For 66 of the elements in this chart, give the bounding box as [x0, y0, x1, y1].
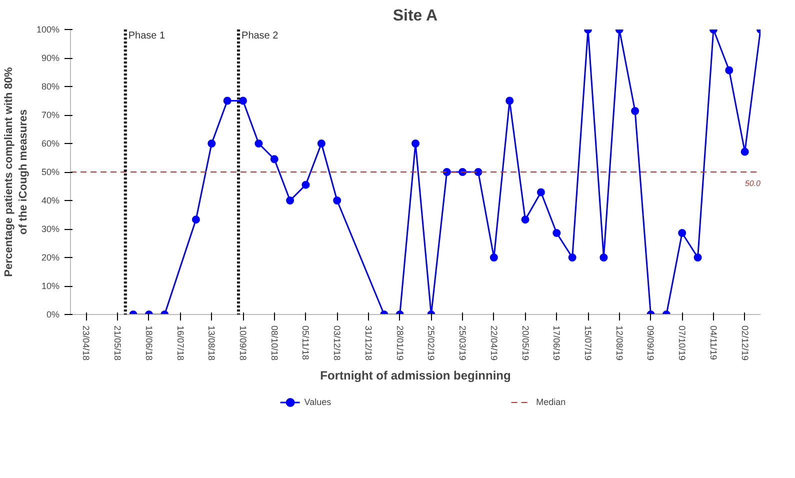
point: [286, 196, 294, 204]
point: [333, 196, 342, 204]
point: [302, 180, 310, 189]
x-tick-label: 25/02/19: [426, 326, 436, 361]
point: [536, 188, 545, 196]
annotation: 50.0: [744, 179, 762, 188]
x-tick-label: 20/05/19: [520, 326, 530, 361]
x-tick-label: 21/05/18: [112, 326, 123, 361]
ref-line-label: Phase 1: [128, 30, 166, 42]
point: [442, 168, 451, 176]
y-tick-label: 10%: [41, 281, 60, 291]
x-tick-label: 31/12/18: [363, 326, 374, 361]
x-tick-label: 07/10/19: [677, 326, 688, 361]
y-tick-label: 40%: [41, 196, 60, 206]
point: [192, 216, 200, 224]
point: [254, 140, 263, 148]
point: [223, 96, 232, 105]
x-tick-label: 08/10/18: [269, 326, 280, 361]
y-tick-label: 20%: [41, 252, 60, 262]
x-tick-label: 02/12/19: [740, 326, 750, 361]
legend-label: Values: [304, 397, 332, 407]
x-tick-label: 10/09/18: [238, 326, 248, 361]
point: [552, 228, 561, 237]
point: [568, 254, 576, 262]
point: [490, 254, 498, 262]
point: [694, 254, 702, 262]
point: [412, 140, 420, 148]
point: [678, 228, 686, 237]
y-tick-label: 100%: [36, 24, 60, 34]
x-tick-label: 22/04/19: [488, 326, 499, 361]
point: [600, 254, 608, 262]
x-tick-label: 04/11/19: [708, 326, 718, 360]
y-tick-label: 90%: [41, 53, 60, 63]
x-tick-label: 13/08/18: [206, 326, 217, 361]
point: [270, 155, 278, 164]
point: [631, 107, 640, 116]
x-tick-label: 12/08/19: [614, 326, 624, 361]
y-tick-label: 30%: [41, 224, 60, 234]
point: [239, 96, 247, 105]
x-tick-label: 16/07/18: [175, 326, 186, 361]
point: [474, 168, 482, 176]
x-tick-label: 09/09/19: [646, 326, 656, 361]
point: [725, 66, 734, 74]
point: [740, 148, 749, 156]
y-tick-label: 50%: [41, 167, 60, 177]
x-tick-label: 18/06/18: [144, 326, 154, 361]
x-tick-label: 25/03/19: [458, 326, 468, 361]
x-tick-label: 15/07/19: [583, 326, 593, 361]
x-tick-label: 03/12/18: [332, 326, 342, 361]
x-tick-label: 17/06/19: [552, 326, 562, 361]
x-tick-label: 05/11/18: [300, 326, 311, 360]
legend-label: Median: [536, 397, 566, 407]
x-tick-label: 23/04/18: [81, 326, 92, 361]
point: [317, 140, 326, 148]
y-tick-label: 70%: [41, 110, 60, 120]
ref-line-label: Phase 2: [242, 30, 279, 42]
y-tick-label: 80%: [41, 82, 60, 92]
point: [208, 140, 216, 148]
y-tick-label: 60%: [41, 138, 60, 148]
point: [521, 216, 530, 224]
x-tick-label: 28/01/19: [394, 326, 405, 361]
point: [506, 96, 514, 105]
chart-title: Site A: [392, 8, 438, 24]
x-axis-title: Fortnight of admission beginning: [320, 368, 511, 383]
y-axis-title: Percentage patients compliant with 80% of the iCough measures: [3, 66, 30, 277]
y-tick-label: 0%: [46, 310, 60, 320]
